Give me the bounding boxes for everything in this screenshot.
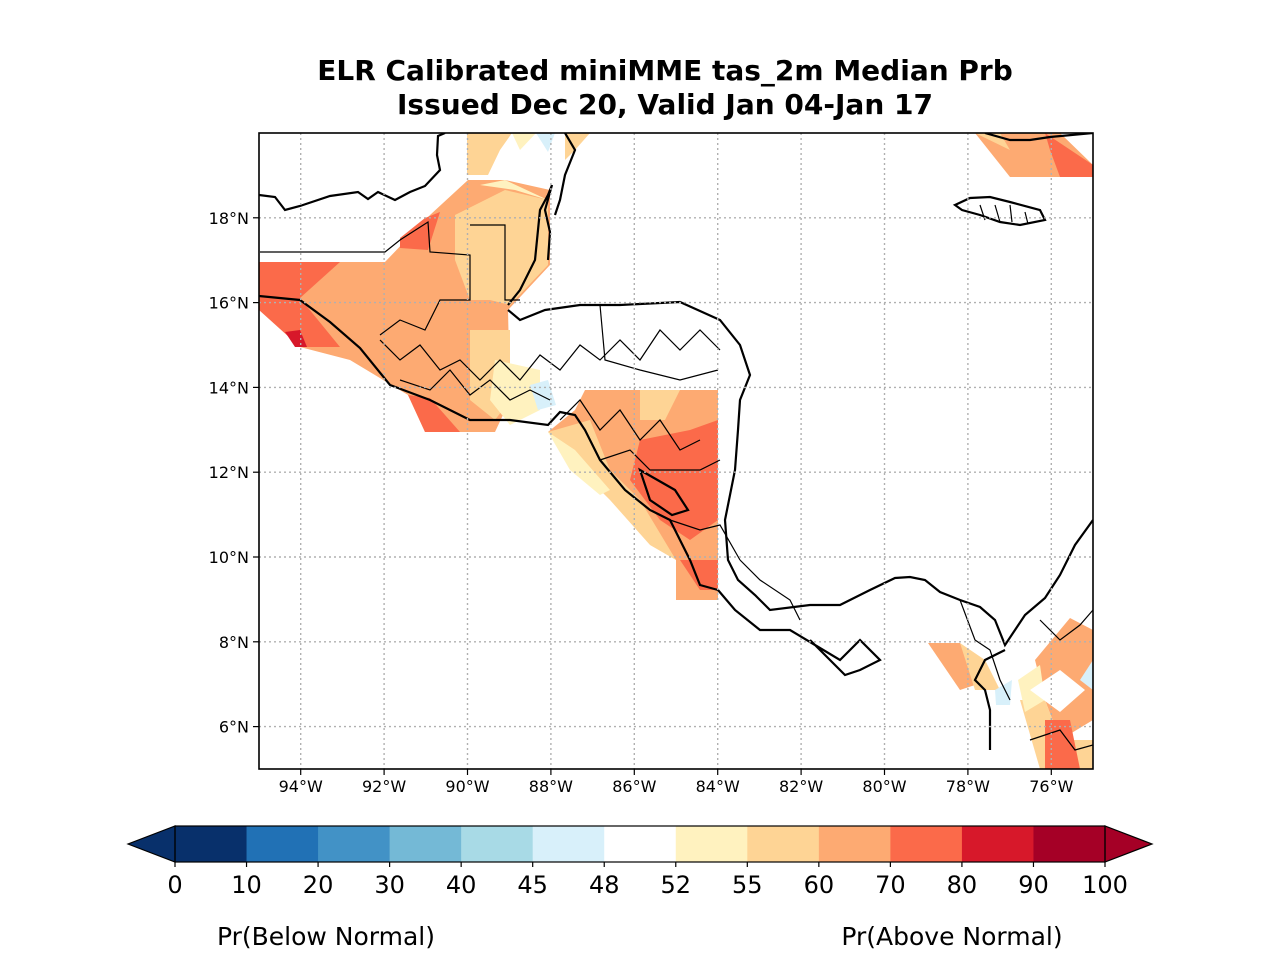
colorbar-swatch (532, 826, 605, 862)
gridlines (259, 133, 1093, 769)
x-tick-label: 80°W (862, 777, 906, 796)
colorbar-tick-label: 30 (374, 871, 405, 899)
colorbar-min-arrow (126, 825, 176, 863)
coastlines (259, 133, 1093, 751)
colorbar-tick-label: 40 (446, 871, 477, 899)
colorbar-tick-label: 100 (1082, 871, 1128, 899)
map-frame (258, 132, 1094, 770)
colorbar-swatch (461, 826, 534, 862)
x-tick-label: 90°W (445, 777, 489, 796)
x-tick-label: 88°W (529, 777, 573, 796)
colorbar-tick-label: 70 (875, 871, 906, 899)
x-tick-label: 92°W (362, 777, 406, 796)
colorbar-tick-label: 48 (589, 871, 620, 899)
y-tick-label: 14°N (209, 378, 249, 397)
above-normal-label: Pr(Above Normal) (841, 922, 1062, 951)
colorbar-tick-label: 60 (804, 871, 835, 899)
chart-subtitle: Issued Dec 20, Valid Jan 04-Jan 17 (397, 88, 933, 121)
colorbar-swatch (818, 826, 891, 862)
below-normal-label: Pr(Below Normal) (217, 922, 435, 951)
x-tick-label: 84°W (696, 777, 740, 796)
x-tick-label: 78°W (946, 777, 990, 796)
colorbar-swatch (961, 826, 1034, 862)
axis-ticks: 94°W 92°W 90°W 88°W 86°W 84°W 82°W 80°W 78°W 76°W… (209, 209, 1074, 796)
colorbar-tick-label: 80 (947, 871, 978, 899)
colorbar-swatch (389, 826, 462, 862)
colorbar-swatch (318, 826, 391, 862)
x-tick-label: 86°W (612, 777, 656, 796)
x-tick-label: 82°W (779, 777, 823, 796)
colorbar-tick-label: 45 (517, 871, 548, 899)
x-tick-label: 76°W (1029, 777, 1073, 796)
colorbar-max-arrow (1104, 825, 1154, 863)
colorbar-swatch (246, 826, 319, 862)
colorbar-swatch (675, 826, 748, 862)
colorbar-frame (174, 825, 1106, 863)
colorbar-tick-label: 0 (167, 871, 182, 899)
x-tick-label: 94°W (279, 777, 323, 796)
y-tick-label: 6°N (219, 718, 249, 737)
colorbar-swatch (747, 826, 820, 862)
colorbar-swatch (175, 826, 248, 862)
y-tick-label: 8°N (219, 633, 249, 652)
colorbar-tick-label: 20 (303, 871, 334, 899)
colorbar-swatch (604, 826, 677, 862)
y-tick-label: 12°N (209, 463, 249, 482)
colorbar-tick-label: 10 (231, 871, 262, 899)
colorbar: 0 10 20 30 40 45 48 52 55 60 70 80 90 100 (126, 825, 1154, 899)
colorbar-swatch (1033, 826, 1106, 862)
colorbar-swatch (890, 826, 963, 862)
y-tick-label: 10°N (209, 548, 249, 567)
colorbar-tick-label: 52 (660, 871, 691, 899)
colorbar-tick-label: 90 (1018, 871, 1049, 899)
chart-title: ELR Calibrated miniMME tas_2m Median Prb (317, 54, 1013, 87)
colorbar-tick-label: 55 (732, 871, 763, 899)
y-tick-label: 18°N (209, 209, 249, 228)
y-tick-label: 16°N (209, 294, 249, 313)
